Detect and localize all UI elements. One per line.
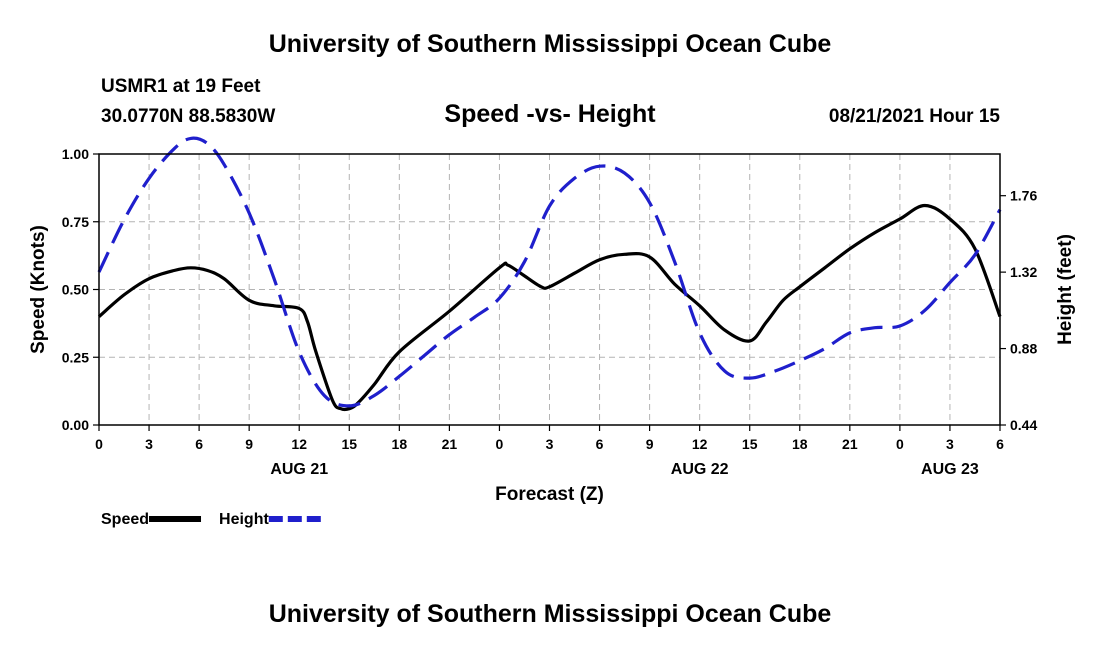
y-tick-label: 1.00 — [62, 146, 89, 162]
y2-tick-label: 1.76 — [1010, 188, 1037, 204]
x-tick-label: 6 — [596, 436, 604, 452]
x-tick-label: 3 — [145, 436, 153, 452]
x-tick-label: 0 — [896, 436, 904, 452]
y2-tick-label: 0.88 — [1010, 341, 1037, 357]
x-tick-label: 21 — [842, 436, 858, 452]
series-layer — [97, 136, 1002, 412]
y2-axis-title: Height (feet) — [1055, 234, 1076, 345]
x-tick-label: 0 — [95, 436, 103, 452]
x-tick-label: 12 — [692, 436, 708, 452]
station-label: USMR1 at 19 Feet — [101, 76, 261, 97]
x-tick-label: 18 — [392, 436, 408, 452]
x-tick-label: 9 — [245, 436, 253, 452]
date-label: AUG 21 — [270, 461, 328, 478]
y-axis-title: Speed (Knots) — [28, 225, 49, 354]
x-tick-label: 15 — [742, 436, 758, 452]
y-tick-label: 0.00 — [62, 417, 89, 433]
x-tick-label: 15 — [341, 436, 357, 452]
x-axis-title: Forecast (Z) — [495, 484, 604, 505]
x-tick-label: 3 — [546, 436, 554, 452]
legend-label-height: Height — [219, 511, 269, 528]
legend: Speed Height — [101, 511, 321, 528]
tick-layer: 0 3 6 9 12 15 18 21 0 3 6 9 12 15 18 21 0 3 6 AUG 21 AUG 22 A… — [62, 146, 1038, 478]
x-tick-label: 6 — [996, 436, 1004, 452]
x-tick-label: 18 — [792, 436, 808, 452]
legend-label-speed: Speed — [101, 511, 149, 528]
timestamp-label: 08/21/2021 Hour 15 — [828, 106, 1000, 127]
y-tick-label: 0.50 — [62, 282, 89, 298]
coordinates-label: 30.0770N 88.5830W — [101, 106, 276, 127]
y-tick-label: 0.75 — [62, 214, 89, 230]
series-line-height — [97, 136, 1002, 408]
footer-title: University of Southern Mississippi Ocean… — [268, 600, 832, 628]
grid-lines — [99, 154, 1000, 425]
x-tick-label: 3 — [946, 436, 954, 452]
x-tick-label: 9 — [646, 436, 654, 452]
x-tick-label: 0 — [496, 436, 504, 452]
y2-tick-label: 1.32 — [1010, 264, 1037, 280]
y-tick-label: 0.25 — [62, 349, 89, 365]
x-tick-label: 6 — [195, 436, 203, 452]
chart-title: Speed -vs- Height — [444, 100, 656, 128]
date-label: AUG 23 — [921, 461, 979, 478]
x-tick-label: 12 — [291, 436, 307, 452]
y2-tick-label: 0.44 — [1010, 417, 1037, 433]
x-tick-label: 21 — [442, 436, 458, 452]
page-title: University of Southern Mississippi Ocean… — [268, 30, 832, 58]
series-line-speed — [97, 203, 1002, 412]
date-label: AUG 22 — [671, 461, 729, 478]
